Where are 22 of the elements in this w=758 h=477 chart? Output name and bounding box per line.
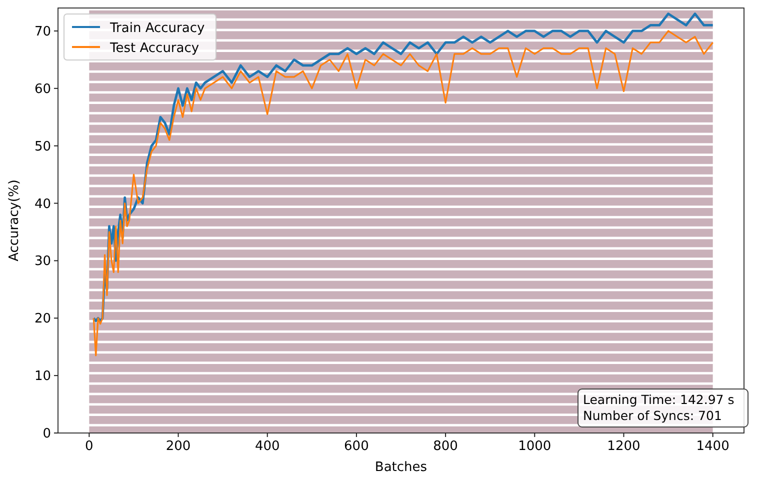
x-tick-label: 200 xyxy=(166,439,191,454)
x-tick-label: 800 xyxy=(433,439,458,454)
x-tick-label: 1400 xyxy=(696,439,730,454)
legend-label: Test Accuracy xyxy=(109,41,200,56)
annotation: Learning Time: 142.97 s Number of Syncs: 701 xyxy=(583,392,734,423)
y-tick-label: 70 xyxy=(34,24,51,40)
y-tick-label: 30 xyxy=(34,254,51,270)
x-tick-label: 0 xyxy=(85,439,94,454)
legend-label: Train Accuracy xyxy=(109,21,205,36)
y-tick-label: 60 xyxy=(34,82,51,97)
y-axis-title: Accuracy(%) xyxy=(7,180,22,262)
x-tick-label: 600 xyxy=(344,439,369,454)
y-tick-label: 0 xyxy=(42,426,51,442)
y-tick-label: 50 xyxy=(34,139,51,154)
x-tick-label: 1000 xyxy=(518,439,552,454)
line-series xyxy=(92,12,714,322)
x-tick-label: 1200 xyxy=(607,439,640,454)
y-tick-label: 40 xyxy=(34,196,51,212)
x-tick-label: 400 xyxy=(254,439,280,454)
x-axis-title: Batches xyxy=(374,460,428,475)
y-tick-label: 20 xyxy=(34,312,51,327)
y-tick-label: 10 xyxy=(34,369,51,384)
